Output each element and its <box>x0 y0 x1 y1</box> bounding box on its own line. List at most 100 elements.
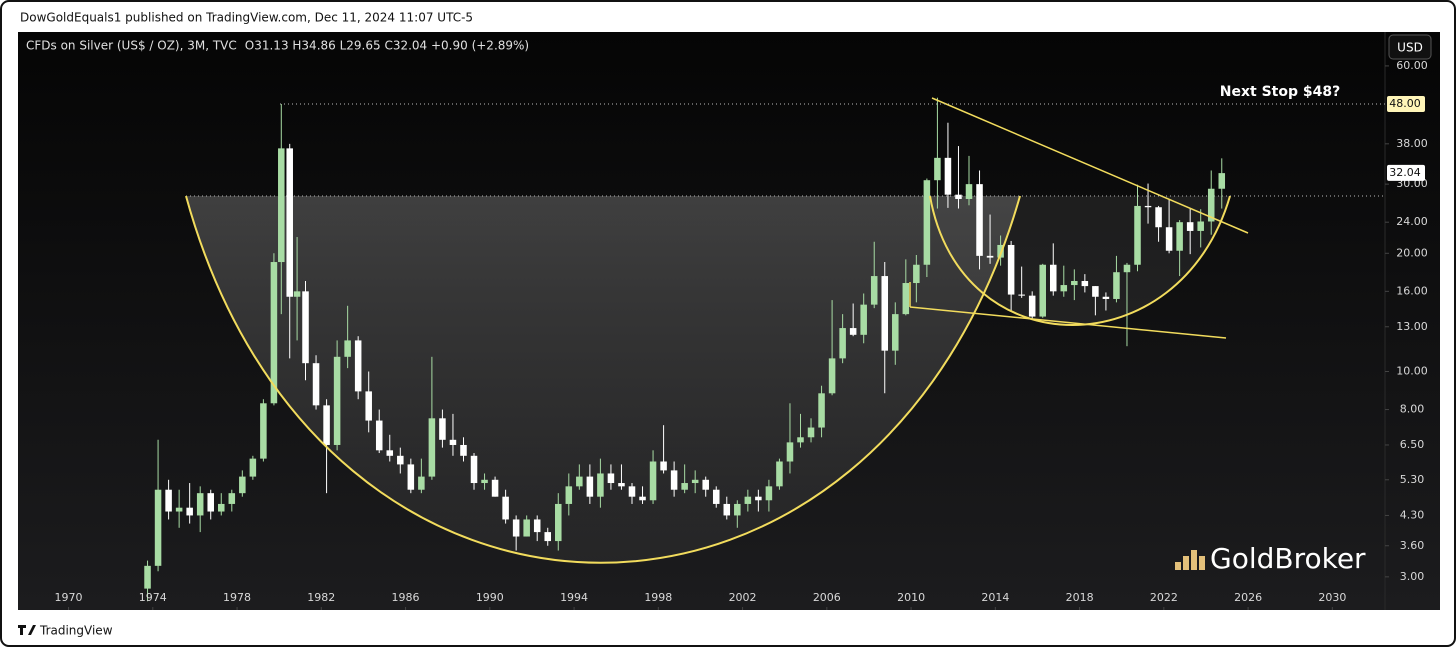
support-line <box>909 306 1227 339</box>
candle-body <box>175 507 183 512</box>
candle-body <box>1207 188 1215 222</box>
candle-body <box>154 489 162 566</box>
x-tick-label: 1974 <box>139 591 167 604</box>
x-tick-label: 1990 <box>476 591 504 604</box>
candle-body <box>1039 264 1046 317</box>
trend-drawings <box>185 97 1249 564</box>
y-tick-label: 10.00 <box>1396 365 1428 378</box>
candle-body <box>196 493 204 516</box>
candle-body <box>618 483 625 487</box>
candle-body <box>165 489 172 512</box>
resistance-line <box>931 97 1249 234</box>
candle-body <box>913 264 920 284</box>
candle-body <box>934 157 941 181</box>
candle-body <box>723 503 731 516</box>
candle-body <box>533 519 541 533</box>
candle-body <box>260 403 267 459</box>
drawings <box>186 195 1385 563</box>
x-tick-label: 2014 <box>981 591 1009 604</box>
candle-body <box>278 148 285 263</box>
x-tick-label: 2026 <box>1234 591 1262 604</box>
candle-body <box>418 476 425 490</box>
candle-body <box>902 283 910 315</box>
x-tick-label: 2022 <box>1150 591 1178 604</box>
candle-body <box>302 291 309 364</box>
candle-body <box>691 479 699 484</box>
currency-button[interactable] <box>1388 34 1432 60</box>
candle-body <box>818 393 825 428</box>
candle-body <box>144 565 151 589</box>
candle-body <box>407 464 415 490</box>
candle-body <box>628 486 636 497</box>
candle-body <box>1081 281 1089 287</box>
candle-body <box>428 418 436 477</box>
candle-body <box>386 450 394 456</box>
x-tick-label: 1986 <box>392 591 420 604</box>
candle-body <box>586 476 594 497</box>
y-tick-label: 6.50 <box>1400 438 1425 451</box>
target-label-box <box>1387 95 1425 112</box>
candle-body <box>797 437 804 443</box>
candle-body <box>207 493 214 512</box>
candle-body <box>892 314 899 351</box>
candle-body <box>1123 264 1131 273</box>
candle-body <box>544 532 552 542</box>
candle-body <box>744 496 752 504</box>
candle-body <box>976 184 983 256</box>
x-tick-label: 1970 <box>55 591 83 604</box>
candle-body <box>776 461 783 487</box>
candle-body <box>460 444 467 456</box>
candle-body <box>481 479 488 484</box>
candle-body <box>1218 173 1226 189</box>
x-tick-label: 2006 <box>813 591 841 604</box>
candle-body <box>1186 222 1194 231</box>
candle-body <box>881 276 889 351</box>
candles <box>144 97 1226 602</box>
target-label: 48.00 <box>1389 97 1421 110</box>
x-tick-label: 2030 <box>1318 591 1346 604</box>
candle-body <box>449 439 457 445</box>
candle-body <box>1071 281 1078 286</box>
candle-body <box>660 461 667 471</box>
candle-body <box>986 255 994 258</box>
candle-body <box>491 479 499 497</box>
candle-body <box>670 470 678 490</box>
candle-body <box>1028 295 1036 317</box>
candle-body <box>965 184 973 199</box>
handle-fill <box>930 196 1230 325</box>
handle-curve <box>929 195 1231 326</box>
candle-body <box>1018 294 1025 296</box>
candle-body <box>354 340 362 392</box>
y-tick-label: 4.30 <box>1400 508 1425 521</box>
candle-body <box>523 519 530 537</box>
candle-body <box>365 391 372 421</box>
candle-body <box>1060 285 1068 292</box>
candle-body <box>375 420 383 451</box>
candle-body <box>786 442 794 462</box>
candle-body <box>576 476 583 487</box>
candle-body <box>1197 221 1204 231</box>
candle-body <box>1155 207 1162 228</box>
y-tick-label: 16.00 <box>1396 284 1428 297</box>
candle-body <box>502 496 509 520</box>
candle-body <box>270 262 278 404</box>
watermark-logo <box>1175 550 1205 570</box>
candle-body <box>734 503 741 516</box>
cup-fill <box>186 196 1020 563</box>
candle-body <box>849 328 857 335</box>
candle-body <box>765 486 773 501</box>
candle-body <box>397 455 404 465</box>
candle-body <box>649 461 657 501</box>
candle-body <box>807 427 815 438</box>
currency[interactable]: USD <box>1397 41 1423 55</box>
footer-brand: TradingView <box>39 624 113 638</box>
candle-body <box>333 356 341 445</box>
candle-body <box>702 479 709 490</box>
y-tick-label: 60.00 <box>1396 59 1428 72</box>
x-tick-label: 1994 <box>560 591 588 604</box>
candle-body <box>607 473 615 484</box>
candle-body <box>239 476 246 494</box>
candle-body <box>1092 286 1099 297</box>
